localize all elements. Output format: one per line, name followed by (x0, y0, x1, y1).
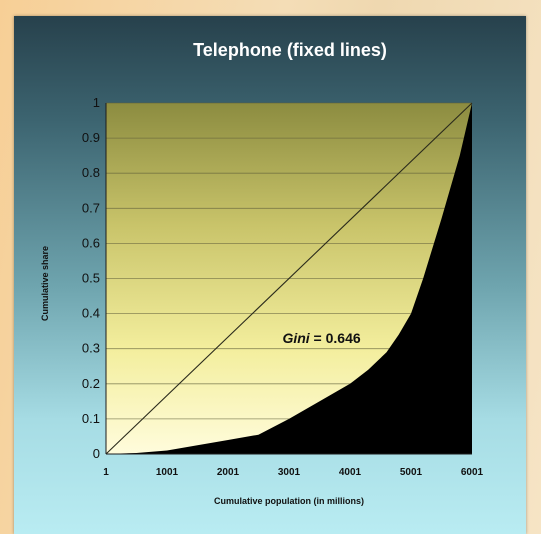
y-axis-label: Cumulative share (40, 246, 50, 321)
y-tick-label-4: 0.4 (82, 306, 100, 321)
y-tick-labels: 0 0.1 0.2 0.3 0.4 0.5 0.6 0.7 0.8 0.9 1 (82, 95, 100, 461)
gini-annotation-value: = 0.646 (310, 330, 361, 346)
x-tick-labels: 1 1001 2001 3001 4001 5001 6001 (103, 467, 483, 478)
x-axis-label: Cumulative population (in millions) (214, 496, 364, 506)
axes (105, 103, 472, 455)
gini-annotation-label: Gini (282, 330, 310, 346)
x-tick-label-6: 6001 (461, 467, 484, 478)
chart-title: Telephone (fixed lines) (193, 40, 387, 60)
x-tick-label-0: 1 (103, 467, 109, 478)
y-tick-label-1: 0.1 (82, 411, 100, 426)
y-tick-label-7: 0.7 (82, 200, 100, 215)
x-tick-label-1: 1001 (156, 467, 179, 478)
y-tick-label-9: 0.9 (82, 130, 100, 145)
gini-annotation: Gini = 0.646 (282, 330, 360, 346)
y-tick-label-5: 0.5 (82, 271, 100, 286)
y-tick-label-10: 1 (93, 95, 100, 110)
y-tick-label-2: 0.2 (82, 376, 100, 391)
x-tick-label-5: 5001 (400, 467, 423, 478)
y-tick-label-0: 0 (93, 446, 100, 461)
x-tick-label-4: 4001 (339, 467, 362, 478)
y-tick-label-6: 0.6 (82, 235, 100, 250)
y-tick-label-8: 0.8 (82, 165, 100, 180)
y-tick-label-3: 0.3 (82, 341, 100, 356)
lorenz-curve-area (106, 103, 472, 454)
series-layer (105, 102, 473, 455)
x-tick-label-2: 2001 (217, 467, 240, 478)
equality-line (105, 102, 473, 455)
x-tick-label-3: 3001 (278, 467, 301, 478)
